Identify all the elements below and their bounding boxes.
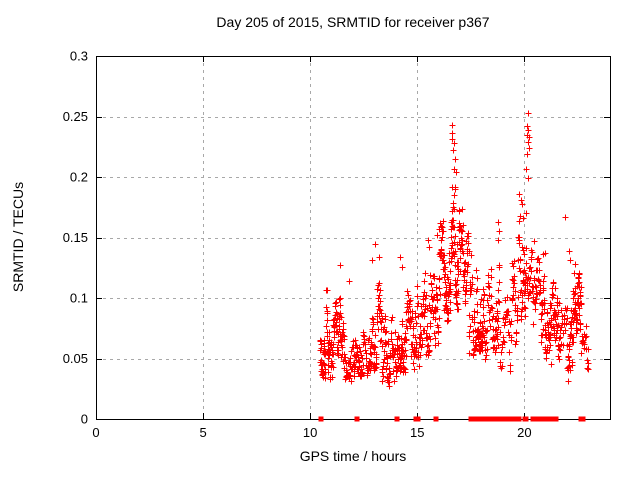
y-tick-label: 0.3 [70,49,88,64]
chart-title: Day 205 of 2015, SRMTID for receiver p36… [216,14,490,30]
x-tick-label: 10 [303,425,317,440]
x-tick-label: 15 [410,425,424,440]
y-tick-label: 0 [81,412,88,427]
scatter-points [317,110,592,390]
y-tick-label: 0.05 [63,351,88,366]
x-tick-label: 0 [92,425,99,440]
zero-markers [318,416,586,422]
x-tick-label: 5 [199,425,206,440]
y-tick-label: 0.2 [70,170,88,185]
y-tick-label: 0.1 [70,291,88,306]
x-tick-label: 20 [517,425,531,440]
x-axis-label: GPS time / hours [299,448,407,464]
y-tick-label: 0.25 [63,109,88,124]
y-tick-label: 0.15 [63,230,88,245]
